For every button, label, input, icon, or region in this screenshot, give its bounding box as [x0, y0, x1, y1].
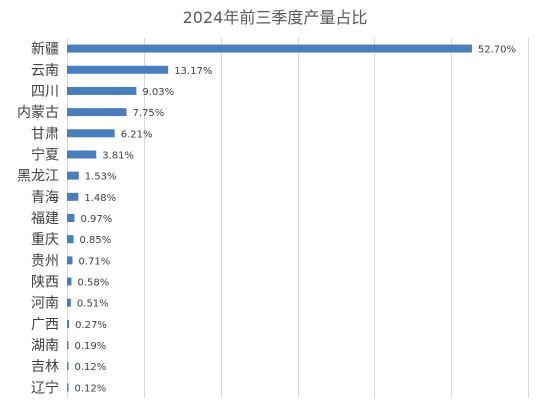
value-label: 0.27% — [75, 320, 107, 331]
bar — [67, 86, 137, 95]
bar — [67, 108, 127, 117]
value-label: 0.58% — [77, 278, 109, 289]
category-label: 黑龙江 — [17, 169, 59, 185]
category-label: 宁夏 — [31, 146, 59, 163]
value-label: 0.12% — [75, 383, 107, 394]
bar — [67, 129, 115, 138]
bar — [67, 150, 97, 159]
bar — [67, 277, 72, 286]
value-label: 13.17% — [174, 66, 212, 77]
category-label: 青海 — [31, 190, 59, 206]
category-label: 云南 — [31, 63, 59, 79]
value-label: 0.19% — [75, 341, 107, 352]
category-label: 吉林 — [31, 359, 59, 375]
bar — [67, 341, 69, 350]
chart-title: 2024年前三季度产量占比 — [182, 8, 368, 27]
category-label: 重庆 — [31, 232, 59, 248]
value-label: 0.85% — [80, 235, 112, 246]
category-label: 四川 — [31, 84, 59, 100]
category-label: 甘肃 — [31, 126, 59, 142]
category-label: 贵州 — [31, 253, 59, 269]
value-label: 7.75% — [133, 108, 165, 119]
bar — [67, 171, 79, 180]
value-label: 0.97% — [80, 214, 112, 225]
value-label: 1.53% — [85, 172, 117, 183]
value-label: 52.70% — [478, 45, 516, 56]
category-label: 陕西 — [31, 275, 59, 291]
category-label: 湖南 — [31, 338, 59, 354]
category-label: 河南 — [31, 296, 59, 312]
value-label: 0.71% — [78, 256, 110, 267]
bar — [67, 256, 73, 265]
value-label: 0.51% — [77, 299, 109, 310]
value-label: 3.81% — [102, 150, 134, 161]
value-label: 1.48% — [84, 193, 116, 204]
bar — [67, 298, 71, 307]
bar — [67, 65, 169, 74]
bar — [67, 44, 472, 53]
bar — [67, 362, 69, 371]
bar — [67, 192, 79, 201]
category-label: 广西 — [31, 317, 59, 333]
bar — [67, 319, 70, 328]
bar — [67, 214, 75, 222]
value-label: 6.21% — [121, 129, 153, 140]
category-label: 辽宁 — [31, 379, 59, 396]
value-label: 9.03% — [142, 87, 174, 98]
category-label: 新疆 — [31, 42, 59, 58]
category-label: 福建 — [31, 211, 59, 227]
category-label: 内蒙古 — [17, 105, 59, 121]
bar — [67, 383, 69, 392]
value-label: 0.12% — [75, 362, 107, 373]
bar — [67, 235, 74, 244]
